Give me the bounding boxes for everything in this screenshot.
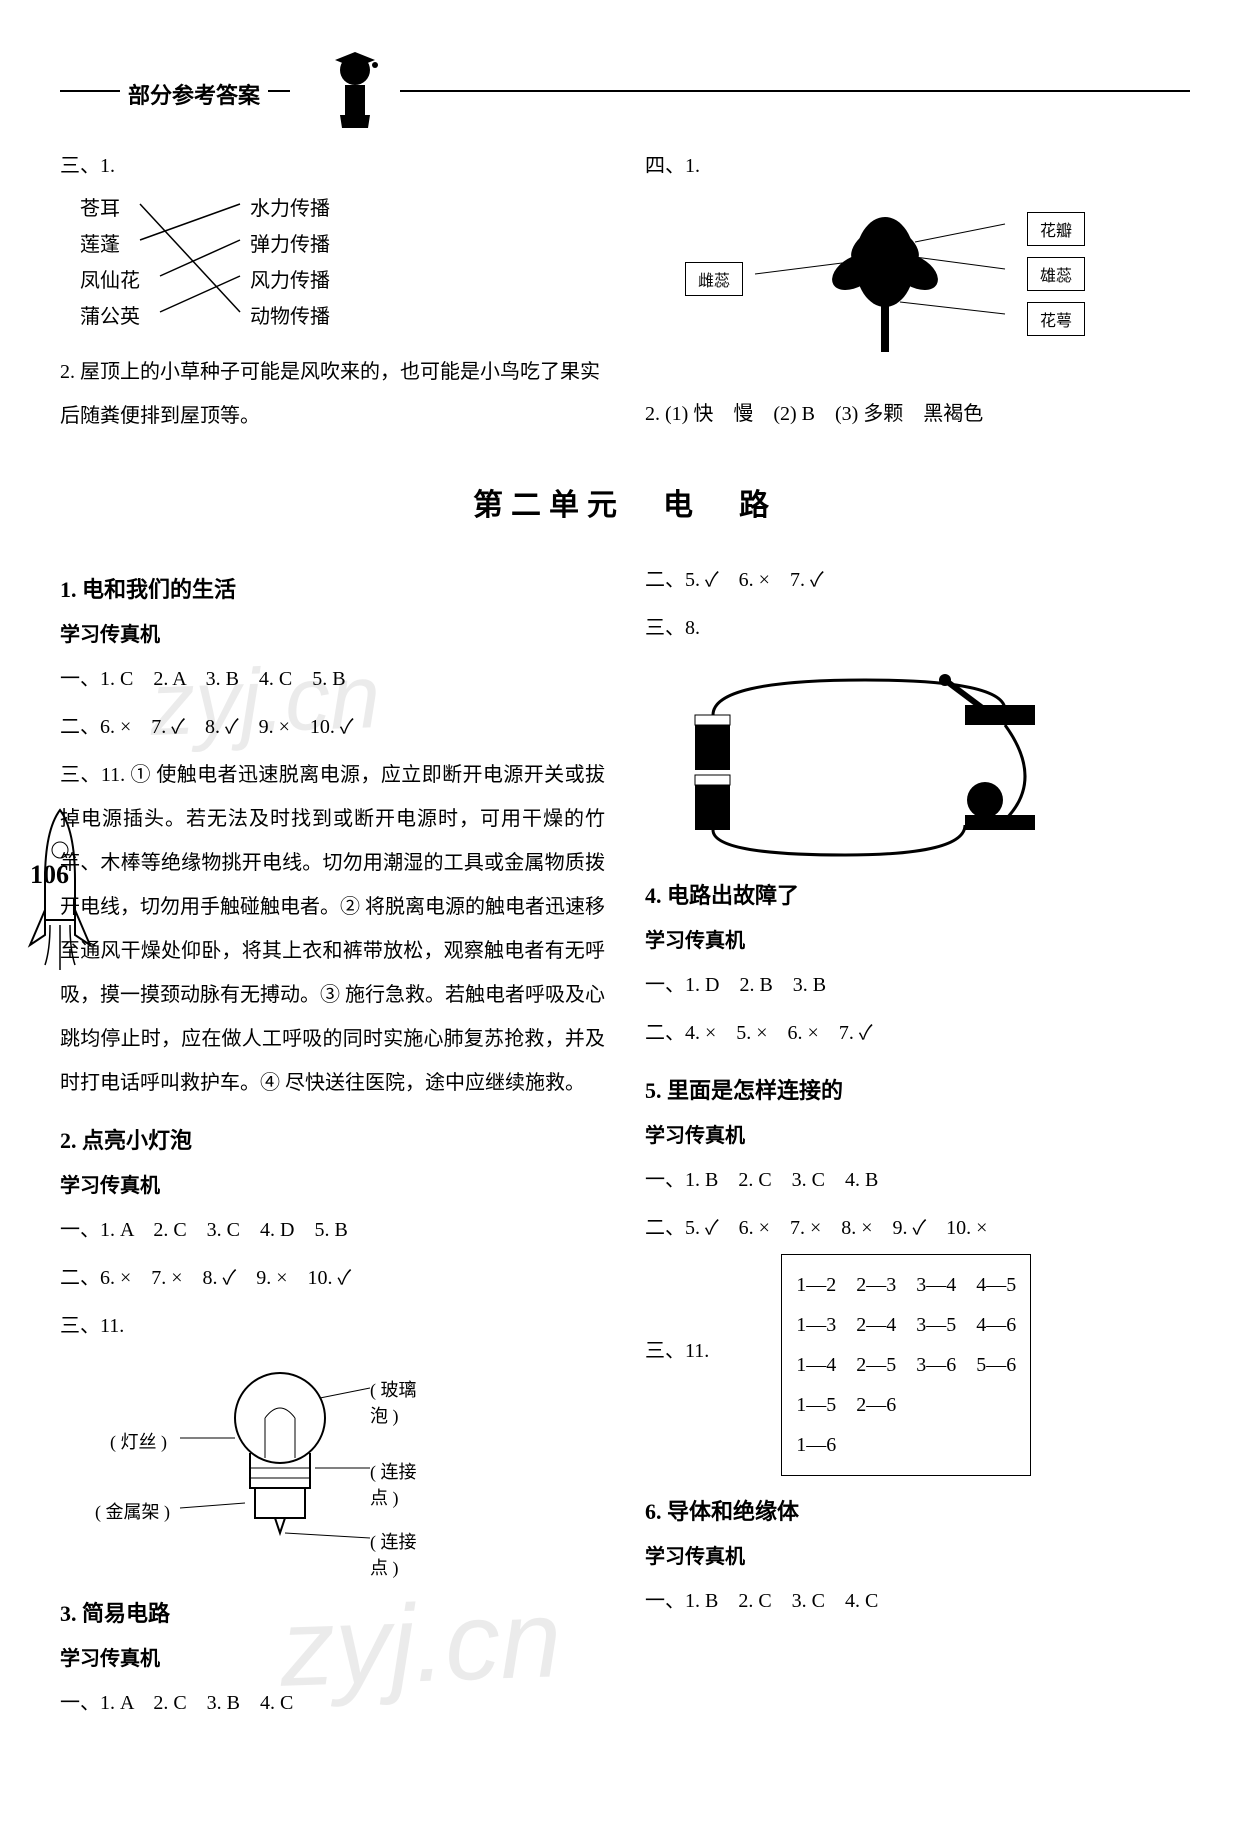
section3-prefix: 三、1. xyxy=(60,144,605,188)
matching-lines-icon xyxy=(80,192,360,342)
page-header: 部分参考答案 xyxy=(60,40,1190,120)
lesson5-sub: 学习传真机 xyxy=(645,1119,1190,1148)
rocket-icon xyxy=(15,800,105,980)
l1-a2: 二、6. × 7. ✓ 8. ✓ 9. × 10. ✓ xyxy=(60,705,605,749)
lesson3-sub: 学习传真机 xyxy=(60,1642,605,1671)
flower-diagram: 雌蕊 花瓣 雄蕊 花萼 xyxy=(685,192,1085,372)
l4-a2: 二、4. × 5. × 6. × 7. ✓ xyxy=(645,1011,1190,1055)
main-col-right: 二、5. ✓ 6. × 7. ✓ 三、8. 4. 电路出故障了 学习传真机 一、… xyxy=(645,554,1190,1729)
lesson4-title: 4. 电路出故障了 xyxy=(645,878,1190,910)
flower-leader-lines-icon xyxy=(685,192,1085,372)
lesson6-sub: 学习传真机 xyxy=(645,1540,1190,1569)
page-number: 106 xyxy=(30,860,69,890)
bulb-diagram: ( 玻璃泡 ) ( 灯丝 ) ( 连接点 ) ( 金属架 ) ( 连接点 ) xyxy=(80,1358,420,1578)
unit2-title: 第二单元 电 路 xyxy=(60,480,1190,524)
s3-q2: 2. 屋顶上的小草种子可能是风吹来的，也可能是小鸟吃了果实后随粪便排到屋顶等。 xyxy=(60,350,605,438)
bulb-contact1: 连接点 xyxy=(370,1462,417,1508)
l3r-a2: 二、5. ✓ 6. × 7. ✓ xyxy=(645,558,1190,602)
l2-a1: 一、1. A 2. C 3. C 4. D 5. B xyxy=(60,1208,605,1252)
lesson3-title: 3. 简易电路 xyxy=(60,1596,605,1628)
l4-a1: 一、1. D 2. B 3. B xyxy=(645,963,1190,1007)
lesson5-title: 5. 里面是怎样连接的 xyxy=(645,1073,1190,1105)
circuit-diagram xyxy=(665,660,1045,860)
l3r-a3: 三、8. xyxy=(645,606,1190,650)
l5-a2: 二、5. ✓ 6. × 7. × 8. × 9. ✓ 10. × xyxy=(645,1206,1190,1250)
header-title: 部分参考答案 xyxy=(120,78,268,110)
top-content: 三、1. 苍耳 莲蓬 凤仙花 蒲公英 水力传播 弹力传播 风力传播 动物传播 2… xyxy=(60,140,1190,440)
l1-a1: 一、1. C 2. A 3. B 4. C 5. B xyxy=(60,657,605,701)
l2-a3-prefix: 三、11. xyxy=(60,1304,605,1348)
bulb-contact2: 连接点 xyxy=(370,1532,417,1578)
circuit-icon xyxy=(665,660,1045,860)
l5-matrix-wrap: 三、11. 1—2 2—3 3—4 4—5 1—3 2—4 3—5 4—6 1—… xyxy=(645,1254,1190,1476)
matching-diagram: 苍耳 莲蓬 凤仙花 蒲公英 水力传播 弹力传播 风力传播 动物传播 xyxy=(80,192,360,342)
main-col-left: 1. 电和我们的生活 学习传真机 一、1. C 2. A 3. B 4. C 5… xyxy=(60,554,605,1729)
matrix-table: 1—2 2—3 3—4 4—5 1—3 2—4 3—5 4—6 1—4 2—5 … xyxy=(781,1254,1031,1476)
col-right-top: 四、1. 雌蕊 花瓣 雄蕊 花萼 2. (1) 快 慢 (2) B ( xyxy=(645,140,1190,440)
l3-a1: 一、1. A 2. C 3. B 4. C xyxy=(60,1681,605,1725)
lesson1-title: 1. 电和我们的生活 xyxy=(60,572,605,604)
l1-a3: 三、11. ① 使触电者迅速脱离电源，应立即断开电源开关或拔掉电源插头。若无法及… xyxy=(60,753,605,1105)
mx-r3: 1—4 2—5 3—6 5—6 xyxy=(796,1345,1016,1385)
s4-q2: 2. (1) 快 慢 (2) B (3) 多颗 黑褐色 xyxy=(645,392,1190,436)
scholar-icon xyxy=(320,40,390,130)
mx-r1: 1—2 2—3 3—4 4—5 xyxy=(796,1265,1016,1305)
s3-label: 三、1. xyxy=(60,155,115,177)
lesson6-title: 6. 导体和绝缘体 xyxy=(645,1494,1190,1526)
l5-a3-prefix: 三、11. xyxy=(645,1334,709,1363)
bulb-glass: 玻璃泡 xyxy=(370,1380,417,1426)
col-left-top: 三、1. 苍耳 莲蓬 凤仙花 蒲公英 水力传播 弹力传播 风力传播 动物传播 2… xyxy=(60,140,605,440)
bulb-filament: 灯丝 xyxy=(121,1432,157,1452)
lesson2-title: 2. 点亮小灯泡 xyxy=(60,1123,605,1155)
lesson1-sub: 学习传真机 xyxy=(60,618,605,647)
main-content: 1. 电和我们的生活 学习传真机 一、1. C 2. A 3. B 4. C 5… xyxy=(60,554,1190,1729)
section4-prefix: 四、1. xyxy=(645,144,1190,188)
mx-r2: 1—3 2—4 3—5 4—6 xyxy=(796,1305,1016,1345)
lesson2-sub: 学习传真机 xyxy=(60,1169,605,1198)
l5-a1: 一、1. B 2. C 3. C 4. B xyxy=(645,1158,1190,1202)
mx-r5: 1—6 xyxy=(796,1425,1016,1465)
l6-a1: 一、1. B 2. C 3. C 4. C xyxy=(645,1579,1190,1623)
lesson4-sub: 学习传真机 xyxy=(645,924,1190,953)
bulb-icon xyxy=(80,1358,420,1578)
mx-r4: 1—5 2—6 xyxy=(796,1385,1016,1425)
l2-a2: 二、6. × 7. × 8. ✓ 9. × 10. ✓ xyxy=(60,1256,605,1300)
bulb-frame: 金属架 xyxy=(106,1502,160,1522)
header-rule-right xyxy=(400,90,1190,92)
